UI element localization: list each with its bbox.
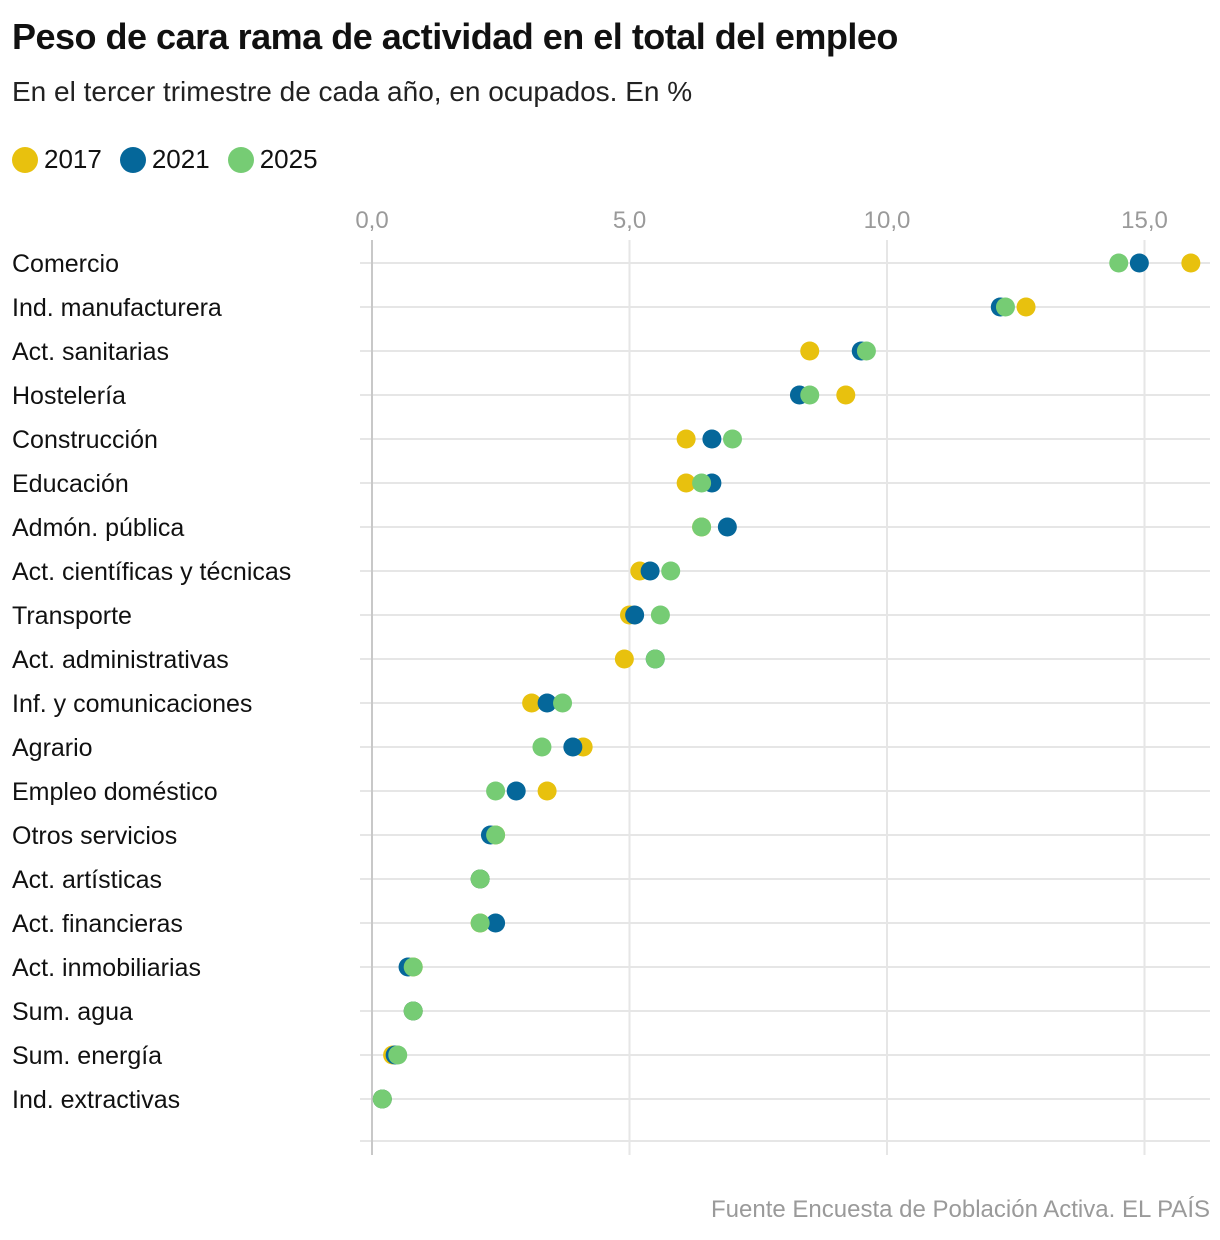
category-label: Ind. extractivas (12, 1086, 180, 1114)
dot-2025 (532, 737, 552, 757)
dot-2025 (486, 825, 506, 845)
category-label: Comercio (12, 250, 119, 278)
category-label: Otros servicios (12, 822, 177, 850)
dot-2017 (676, 473, 696, 493)
category-label: Ind. manufacturera (12, 294, 222, 322)
x-tick-label: 10,0 (864, 207, 911, 234)
dot-2025 (650, 605, 670, 625)
category-label: Sum. energía (12, 1042, 162, 1070)
dot-2025 (856, 341, 876, 361)
dot-2025 (661, 561, 681, 581)
dot-2025 (800, 385, 820, 405)
legend-swatch (227, 146, 254, 173)
category-label: Admón. pública (12, 514, 184, 542)
category-label: Empleo doméstico (12, 778, 218, 806)
legend-label: 2021 (151, 144, 210, 174)
dot-2021 (625, 605, 645, 625)
category-label: Agrario (12, 734, 93, 762)
dot-2021 (563, 737, 583, 757)
legend: 2017 2021 2025 (12, 144, 318, 175)
category-label: Construcción (12, 426, 158, 454)
category-label: Act. sanitarias (12, 338, 169, 366)
dot-2025 (723, 429, 742, 449)
category-label: Sum. agua (12, 998, 133, 1026)
dot-2025 (470, 913, 490, 933)
dot-2021 (506, 781, 526, 801)
category-label: Act. inmobiliarias (12, 954, 201, 982)
chart-title: Peso de cara rama de actividad en el tot… (12, 16, 898, 57)
category-label: Act. científicas y técnicas (12, 558, 291, 586)
dot-2025 (388, 1045, 408, 1065)
category-label: Act. administrativas (12, 646, 229, 674)
dot-2021 (717, 517, 737, 537)
dot-2021 (486, 913, 506, 933)
dot-2021 (702, 429, 722, 449)
legend-item-2017: 2017 (12, 144, 102, 175)
legend-swatch (12, 146, 38, 173)
dot-2017 (1181, 253, 1201, 273)
dot-2025 (470, 869, 490, 889)
dot-2017 (537, 781, 557, 801)
x-tick-label: 0,0 (355, 207, 388, 234)
category-label: Act. artísticas (12, 866, 162, 894)
legend-label: 2025 (259, 144, 318, 174)
dot-2021 (1129, 253, 1149, 273)
dot-2025 (692, 473, 712, 493)
dot-2017 (522, 693, 542, 713)
x-tick-label: 5,0 (613, 207, 646, 234)
dot-2025 (486, 781, 506, 801)
source-note: Fuente Encuesta de Población Activa. EL … (711, 1196, 1210, 1223)
dot-2017 (800, 341, 820, 361)
dot-2017 (1016, 297, 1036, 317)
legend-label: 2017 (44, 144, 102, 174)
legend-swatch (119, 146, 146, 173)
dot-2017 (614, 649, 634, 669)
category-label: Educación (12, 470, 129, 498)
chart-subtitle: En el tercer trimestre de cada año, en o… (12, 76, 693, 107)
dot-2025 (403, 1001, 423, 1021)
category-label: Transporte (12, 602, 132, 630)
legend-item-2021: 2021 (119, 144, 210, 175)
dot-2017 (676, 429, 696, 449)
dot-2025 (372, 1089, 392, 1109)
dot-2025 (645, 649, 665, 669)
x-tick-label: 15,0 (1121, 207, 1168, 234)
category-label: Inf. y comunicaciones (12, 690, 252, 718)
category-label: Hostelería (12, 382, 126, 410)
dot-2025 (995, 297, 1015, 317)
dot-2021 (537, 693, 557, 713)
category-label: Act. financieras (12, 910, 183, 938)
dot-2025 (1109, 253, 1129, 273)
dot-2025 (403, 957, 423, 977)
dot-2025 (692, 517, 712, 537)
legend-item-2025: 2025 (227, 144, 318, 175)
dot-2025 (553, 693, 573, 713)
dot-2017 (836, 385, 856, 405)
dot-2021 (640, 561, 660, 581)
